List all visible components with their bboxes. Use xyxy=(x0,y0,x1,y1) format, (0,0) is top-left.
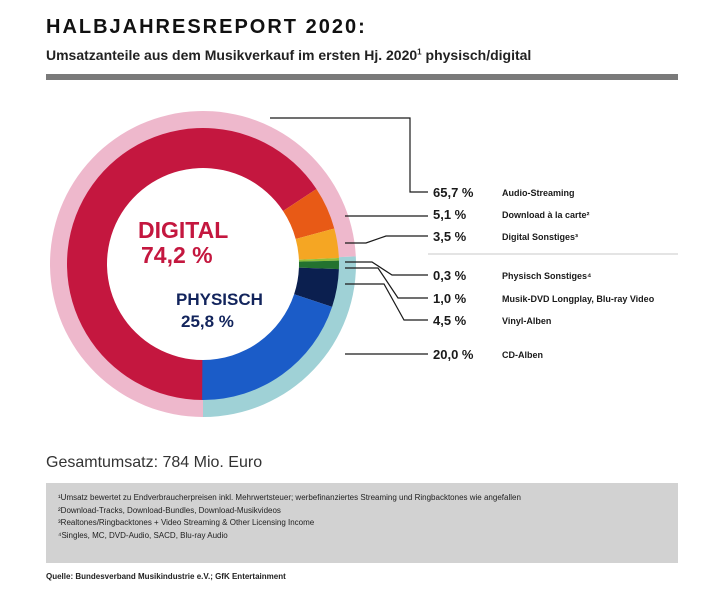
digital-value: 74,2 % xyxy=(141,242,213,268)
segment-label-1: Audio-Streaming xyxy=(502,188,575,198)
segment-label-6: Vinyl-Alben xyxy=(502,316,551,326)
report-subtitle: Umsatzanteile aus dem Musikverkauf im er… xyxy=(46,47,531,63)
footnote-3: ³Realtones/Ringbacktones + Video Streami… xyxy=(58,518,315,527)
leader-line-4 xyxy=(345,261,428,276)
subtitle-end: physisch/digital xyxy=(421,47,532,63)
segment-5 xyxy=(298,260,339,270)
segment-value-3: 3,5 % xyxy=(433,229,467,244)
segment-6 xyxy=(294,267,339,307)
segment-value-2: 5,1 % xyxy=(433,207,467,222)
title-rule xyxy=(46,74,678,80)
inner-ring xyxy=(67,127,339,401)
report-title: HALBJAHRESREPORT 2020: xyxy=(46,16,367,38)
digital-label: DIGITAL xyxy=(138,217,228,243)
subtitle-text: Umsatzanteile aus dem Musikverkauf im er… xyxy=(46,47,418,63)
leader-line-1 xyxy=(270,117,428,193)
segment-value-1: 65,7 % xyxy=(433,185,474,200)
leader-line-6 xyxy=(345,283,428,321)
segment-value-6: 4,5 % xyxy=(433,313,467,328)
center-labels: DIGITAL 74,2 % PHYSISCH 25,8 % xyxy=(138,217,263,331)
segment-label-2: Download à la carte² xyxy=(502,210,590,220)
segment-2 xyxy=(283,188,335,239)
footnote-4: ⁴Singles, MC, DVD-Audio, SACD, Blu-ray A… xyxy=(58,530,228,540)
segment-3 xyxy=(295,228,339,260)
footnote-1: ¹Umsatz bewertet zu Endverbraucherpreise… xyxy=(58,493,521,502)
outer-ring-physisch xyxy=(203,256,356,417)
segment-labels: 65,7 % Audio-Streaming 5,1 % Download à la … xyxy=(433,185,655,362)
segment-7 xyxy=(202,294,333,400)
leader-line-3 xyxy=(345,235,428,244)
segment-label-4: Physisch Sonstiges⁴ xyxy=(502,271,591,281)
subtitle-footnote-mark: 1 xyxy=(417,47,422,57)
segment-4 xyxy=(298,258,339,262)
leader-line-5 xyxy=(345,267,428,299)
outer-ring xyxy=(50,111,356,417)
segment-1 xyxy=(67,127,317,401)
segment-label-5: Musik-DVD Longplay, Blu-ray Video xyxy=(502,294,655,304)
source-line: Quelle: Bundesverband Musikindustrie e.V… xyxy=(46,572,286,581)
leader-lines xyxy=(270,117,428,355)
segment-value-4: 0,3 % xyxy=(433,268,467,283)
segment-label-7: CD-Alben xyxy=(502,350,543,360)
physisch-label: PHYSISCH xyxy=(176,290,263,309)
segment-value-5: 1,0 % xyxy=(433,291,467,306)
physisch-value: 25,8 % xyxy=(181,312,234,331)
total-revenue: Gesamtumsatz: 784 Mio. Euro xyxy=(46,454,263,471)
segment-label-3: Digital Sonstiges³ xyxy=(502,232,578,242)
segment-value-7: 20,0 % xyxy=(433,347,474,362)
footnotes-box: ¹Umsatz bewertet zu Endverbraucherpreise… xyxy=(46,483,678,563)
footnote-2: ²Download-Tracks, Download-Bundles, Down… xyxy=(58,505,281,515)
